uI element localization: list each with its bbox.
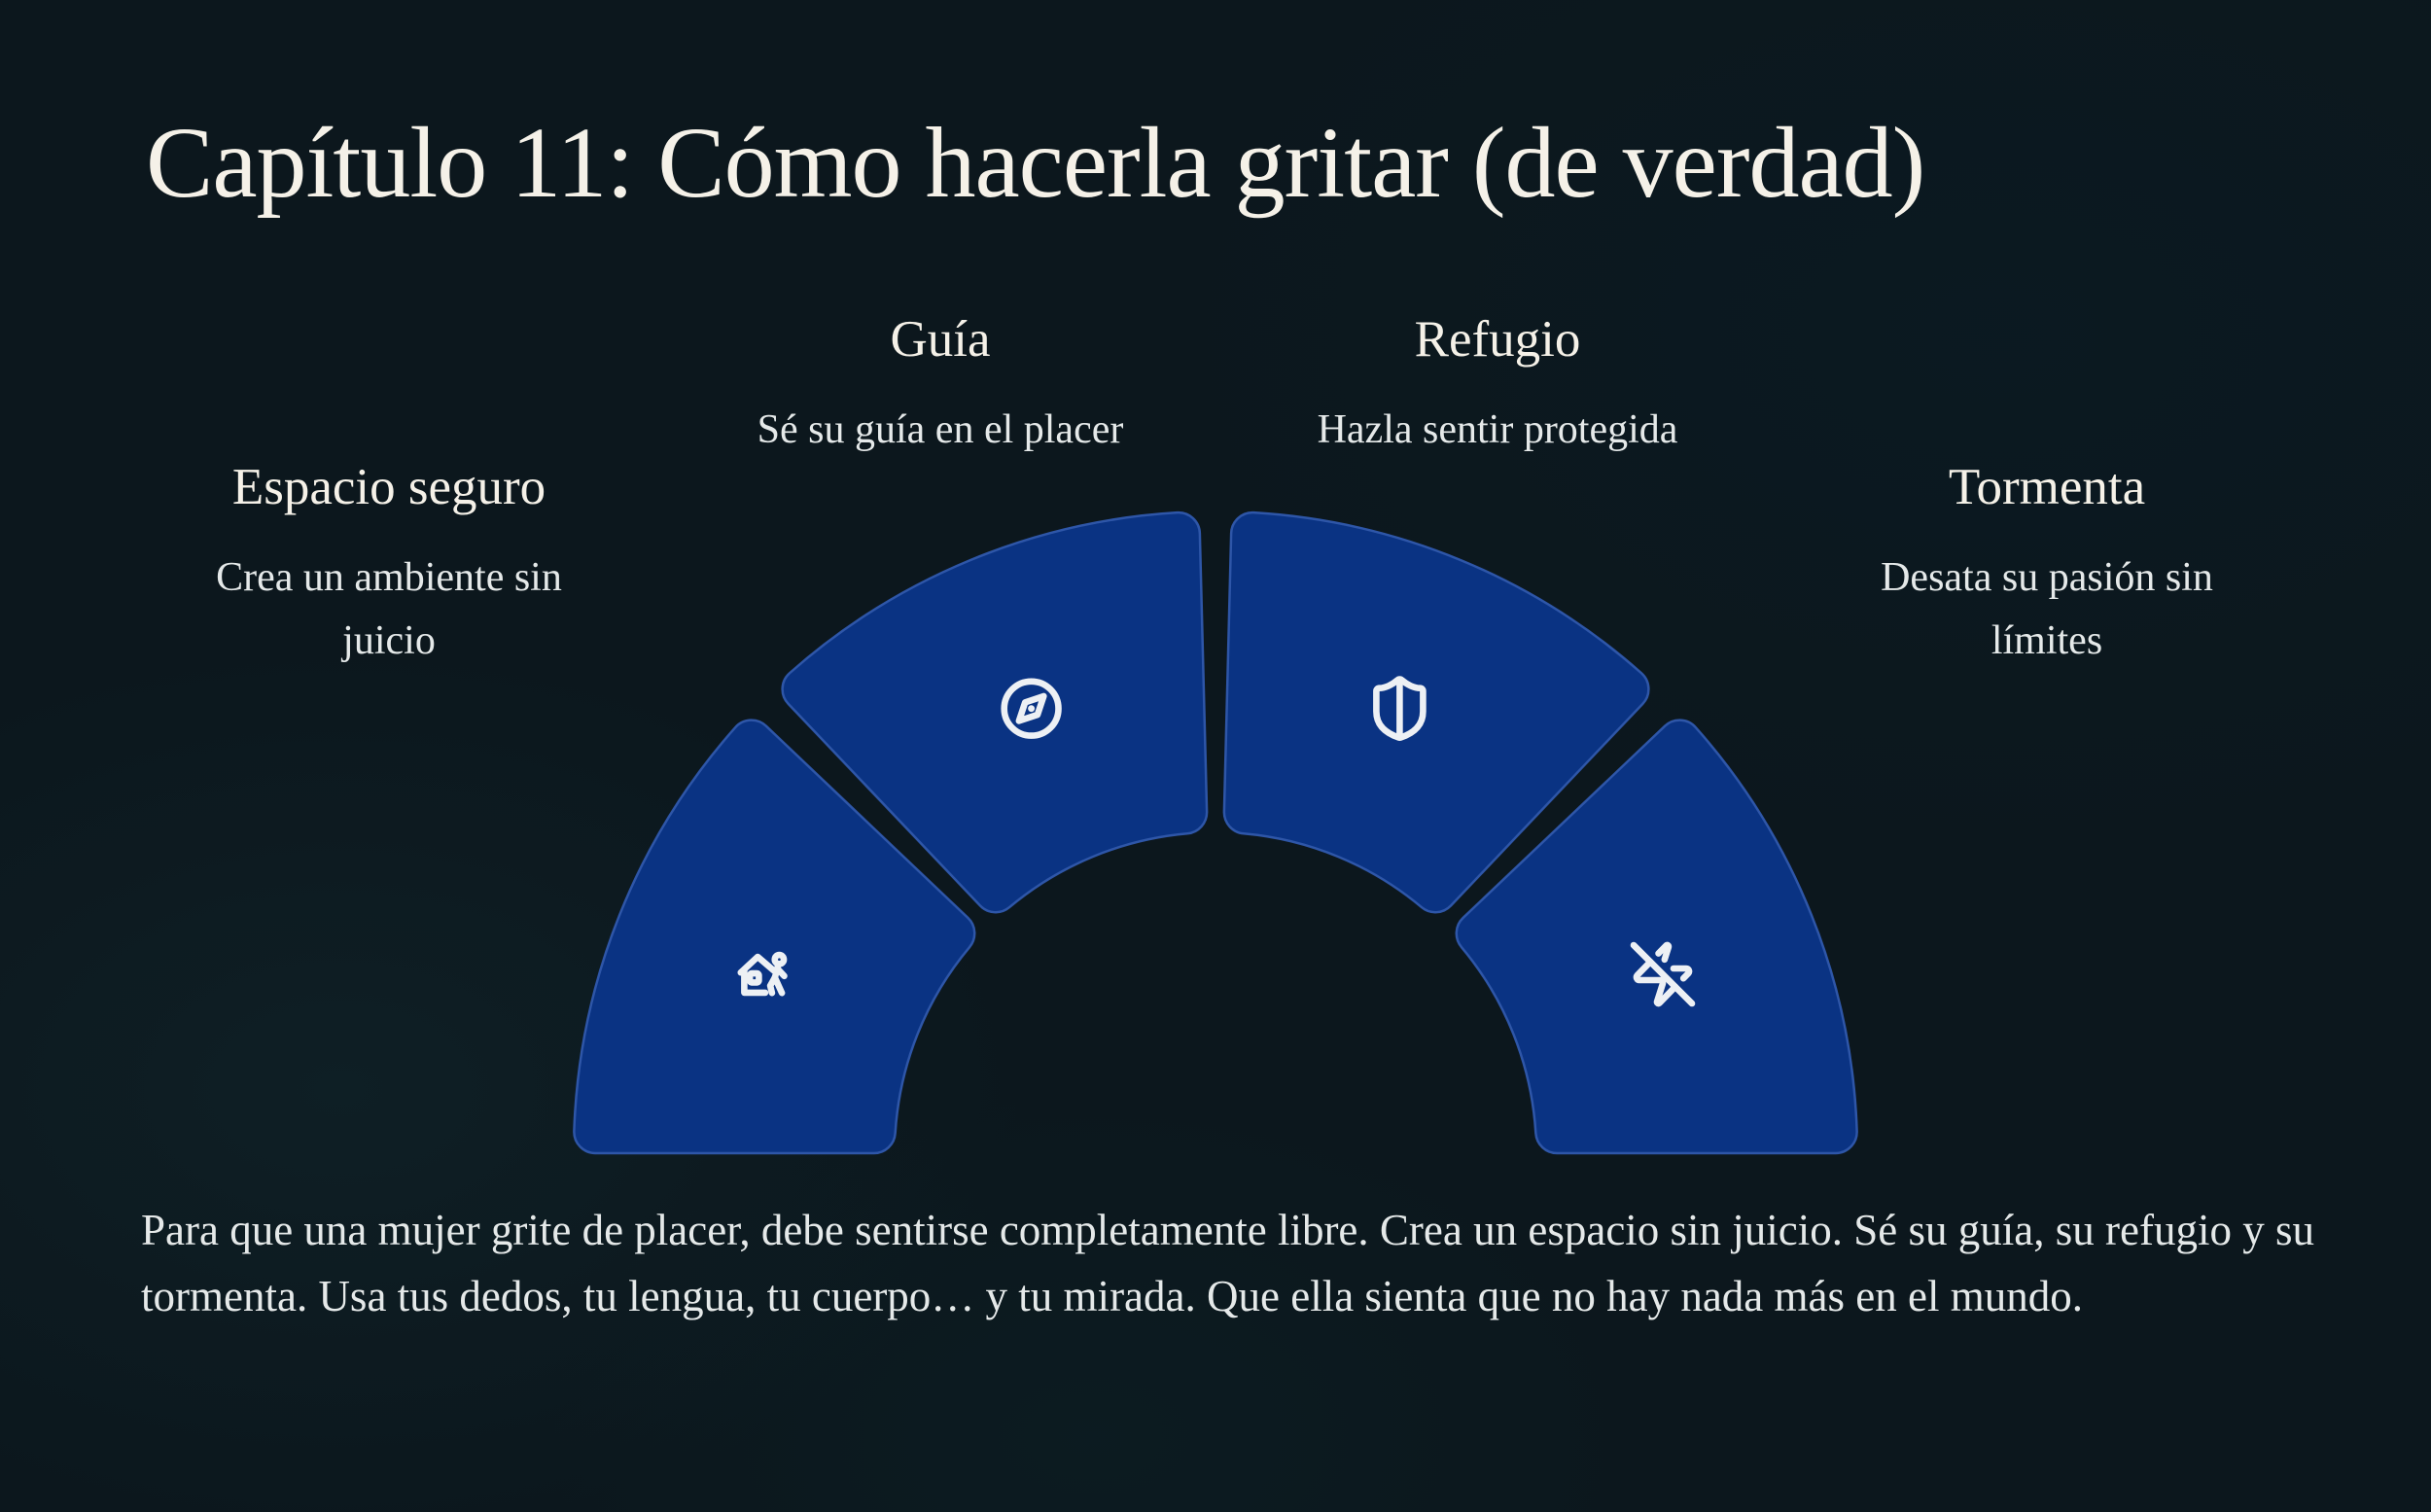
section-heading: Tormenta [1948, 459, 2146, 515]
segment-tormenta [1455, 719, 1858, 1155]
section-description: Hazla sentir protegida [1317, 406, 1678, 452]
section-espacio-seguro: Espacio seguro Crea un ambiente sin juic… [68, 457, 710, 673]
zap-off-icon [1630, 941, 1696, 1007]
compass-icon [1001, 678, 1062, 739]
section-heading: Refugio [1414, 311, 1581, 368]
house-user-icon [737, 951, 788, 997]
segment-espacio-seguro [573, 719, 976, 1155]
section-tormenta: Tormenta Desata su pasión sin límites [1726, 457, 2368, 673]
segment-guia [781, 510, 1209, 914]
section-refugio: Refugio Hazla sentir protegida [1177, 309, 1818, 462]
section-description: Sé su guía en el placer [757, 406, 1124, 452]
section-heading: Espacio seguro [231, 459, 546, 515]
page-title: Capítulo 11: Cómo hacerla gritar (de ver… [146, 107, 1925, 219]
shield-icon [1373, 676, 1427, 742]
summary-paragraph: Para que una mujer grite de placer, debe… [141, 1206, 2314, 1320]
section-heading: Guía [890, 311, 991, 368]
section-guia: Guía Sé su guía en el placer [619, 309, 1261, 462]
segment-refugio [1222, 510, 1650, 914]
section-description: Desata su pasión sin límites [1881, 554, 2213, 663]
section-description: Crea un ambiente sin juicio [216, 554, 562, 663]
